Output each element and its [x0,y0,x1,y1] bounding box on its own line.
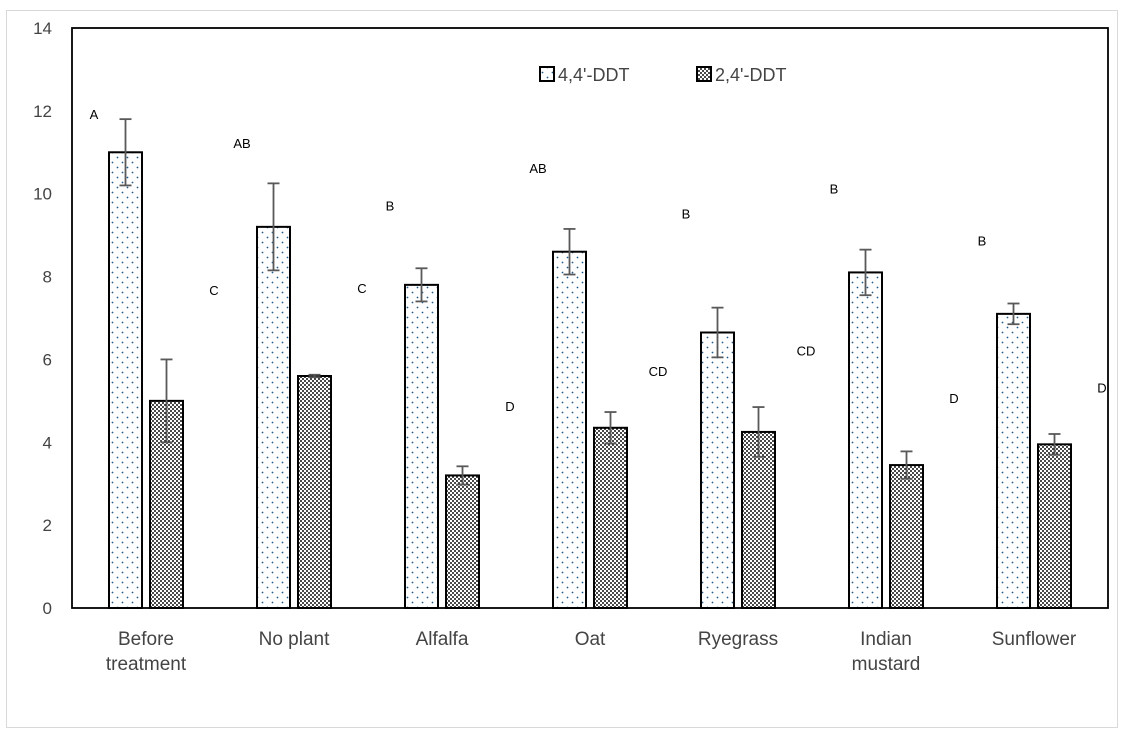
significance-label: D [1097,381,1106,396]
bar [404,283,439,609]
error-bars [119,118,1061,486]
significance-label: AB [233,136,250,151]
x-tick-label: Before [118,629,174,650]
significance-label: A [90,107,99,122]
significance-label: D [949,391,958,406]
bar [552,250,587,609]
x-tick-label: Oat [575,629,606,650]
legend-label: 2,4'-DDT [715,65,786,85]
y-tick-label: 14 [33,19,52,38]
bar [108,151,143,610]
y-axis: 0 2 4 6 8 10 12 14 [33,19,52,618]
significance-label: CD [797,343,816,358]
plot-area [71,27,1109,609]
bar [700,331,735,609]
bars [108,151,1072,610]
bar [848,271,883,609]
significance-label: B [978,234,987,249]
bar [996,312,1031,609]
y-tick-label: 6 [43,350,52,369]
y-tick-label: 12 [33,102,52,121]
x-tick-label: Ryegrass [698,629,778,650]
x-tick-label: treatment [106,654,187,675]
y-tick-label: 10 [33,185,52,204]
bar [297,375,332,609]
legend-swatch [539,66,555,82]
significance-labels: A C AB C B D AB CD B CD B D B D [90,107,1107,414]
x-tick-label: Alfalfa [416,629,469,650]
x-tick-label: No plant [259,629,330,650]
bar [445,474,480,609]
significance-label: C [209,283,218,298]
bar [741,430,776,609]
significance-label: C [357,281,366,296]
significance-label: B [830,182,839,197]
x-tick-label: Indian [860,629,912,650]
bar [1037,443,1072,609]
y-tick-label: 2 [43,516,52,535]
significance-label: CD [649,364,668,379]
bar [256,225,291,609]
significance-label: AB [529,161,546,176]
bar [593,426,628,609]
bar [889,464,924,610]
legend-swatch [696,66,712,82]
y-tick-label: 4 [43,433,52,452]
y-tick-label: 0 [43,599,52,618]
y-tick-label: 8 [43,268,52,287]
x-axis: Before treatment No plant Alfalfa Oat Ryegras… [106,629,1077,675]
significance-label: B [682,207,691,222]
legend-label: 4,4'-DDT [558,65,629,85]
significance-label: B [386,198,395,213]
x-tick-label: Sunflower [992,629,1077,650]
legend: 4,4'-DDT 2,4'-DDT [539,65,786,85]
x-tick-label: mustard [852,654,921,675]
significance-label: D [505,399,514,414]
